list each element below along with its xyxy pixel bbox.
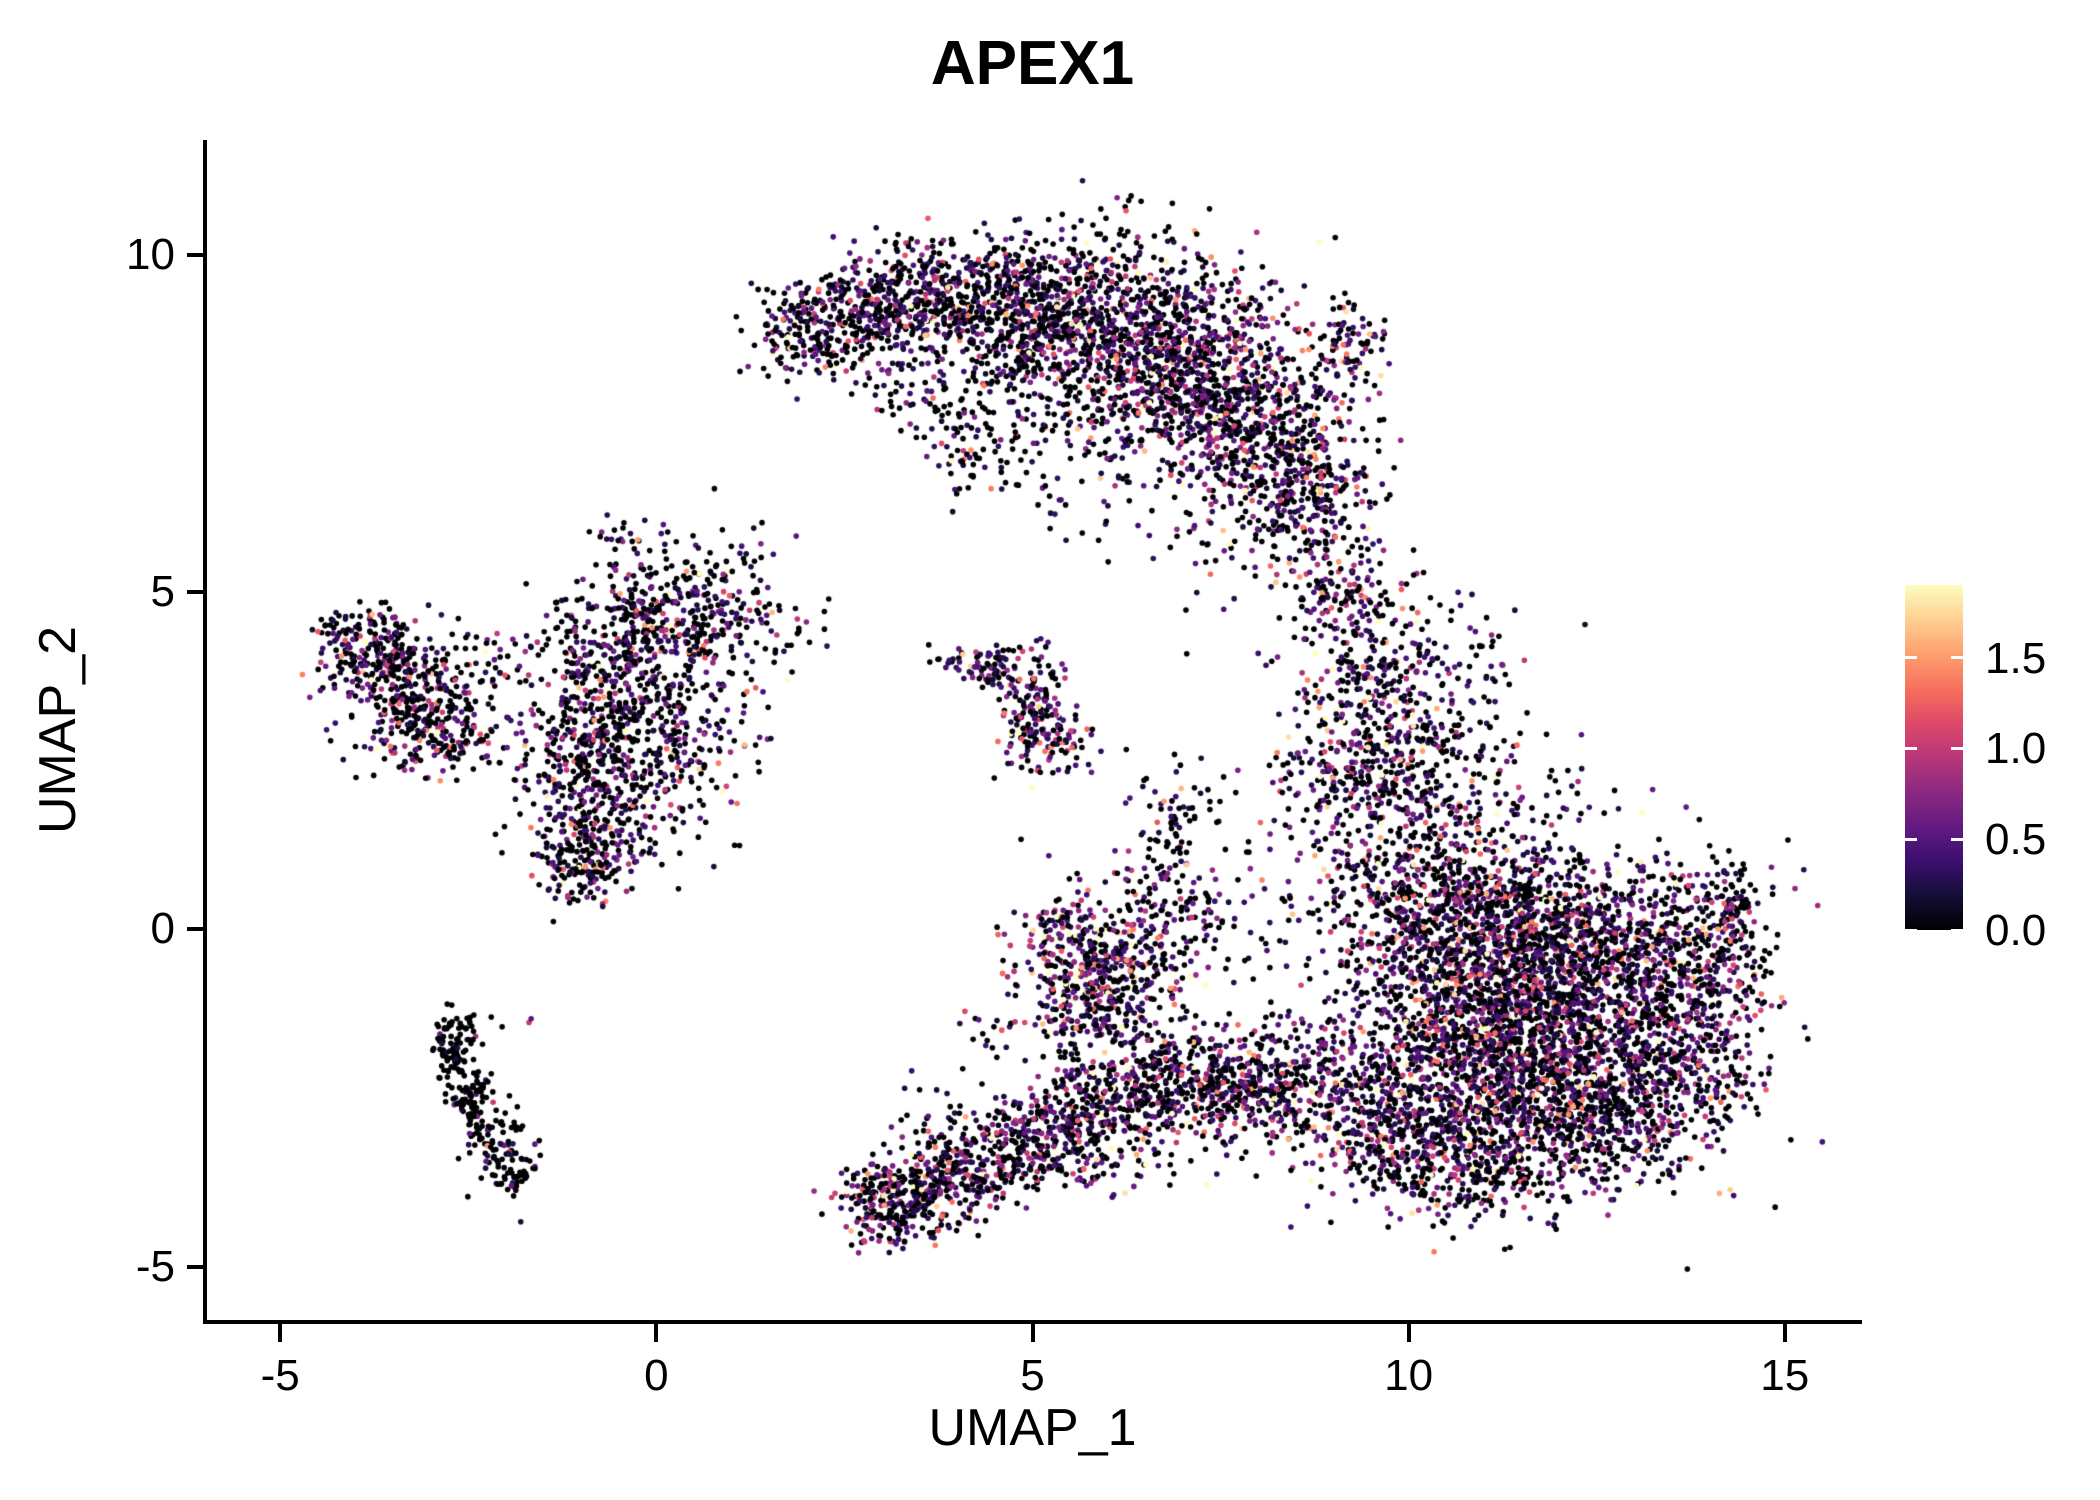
colorbar-tick-mark bbox=[1951, 837, 1963, 841]
y-tick-mark bbox=[187, 252, 205, 257]
y-tick-label: -5 bbox=[135, 1241, 175, 1291]
x-axis-line bbox=[203, 1320, 1862, 1324]
colorbar-tick-mark bbox=[1951, 928, 1963, 932]
x-tick-mark bbox=[278, 1324, 283, 1342]
colorbar-tick-mark bbox=[1905, 837, 1917, 841]
colorbar-tick-mark bbox=[1905, 656, 1917, 660]
x-tick-label: -5 bbox=[260, 1351, 300, 1400]
y-tick-label: 5 bbox=[150, 567, 175, 617]
x-tick-mark bbox=[1030, 1324, 1035, 1342]
y-axis-line bbox=[203, 140, 207, 1324]
colorbar-tick-mark bbox=[1951, 746, 1963, 750]
x-tick-mark bbox=[1782, 1324, 1787, 1342]
x-tick-label: 10 bbox=[1384, 1351, 1434, 1400]
colorbar-tick-label: 0.0 bbox=[1985, 906, 2047, 955]
legend-colorbar bbox=[1905, 585, 1963, 930]
colorbar-gradient bbox=[1905, 585, 1963, 930]
colorbar-tick-label: 1.5 bbox=[1985, 633, 2047, 683]
x-tick-label: 5 bbox=[1020, 1351, 1045, 1400]
x-tick-mark bbox=[1406, 1324, 1411, 1342]
x-tick-mark bbox=[654, 1324, 659, 1342]
y-tick-label: 10 bbox=[126, 229, 175, 279]
y-tick-mark bbox=[187, 927, 205, 932]
colorbar-tick-mark bbox=[1905, 928, 1917, 932]
y-tick-mark bbox=[187, 590, 205, 595]
x-tick-label: 0 bbox=[644, 1351, 669, 1400]
colorbar-tick-mark bbox=[1951, 656, 1963, 660]
y-tick-mark bbox=[187, 1264, 205, 1269]
colorbar-tick-mark bbox=[1905, 746, 1917, 750]
x-tick-label: 15 bbox=[1760, 1351, 1810, 1400]
y-tick-label: 0 bbox=[150, 904, 175, 954]
colorbar-tick-label: 0.5 bbox=[1985, 815, 2047, 865]
colorbar-tick-label: 1.0 bbox=[1985, 724, 2047, 774]
